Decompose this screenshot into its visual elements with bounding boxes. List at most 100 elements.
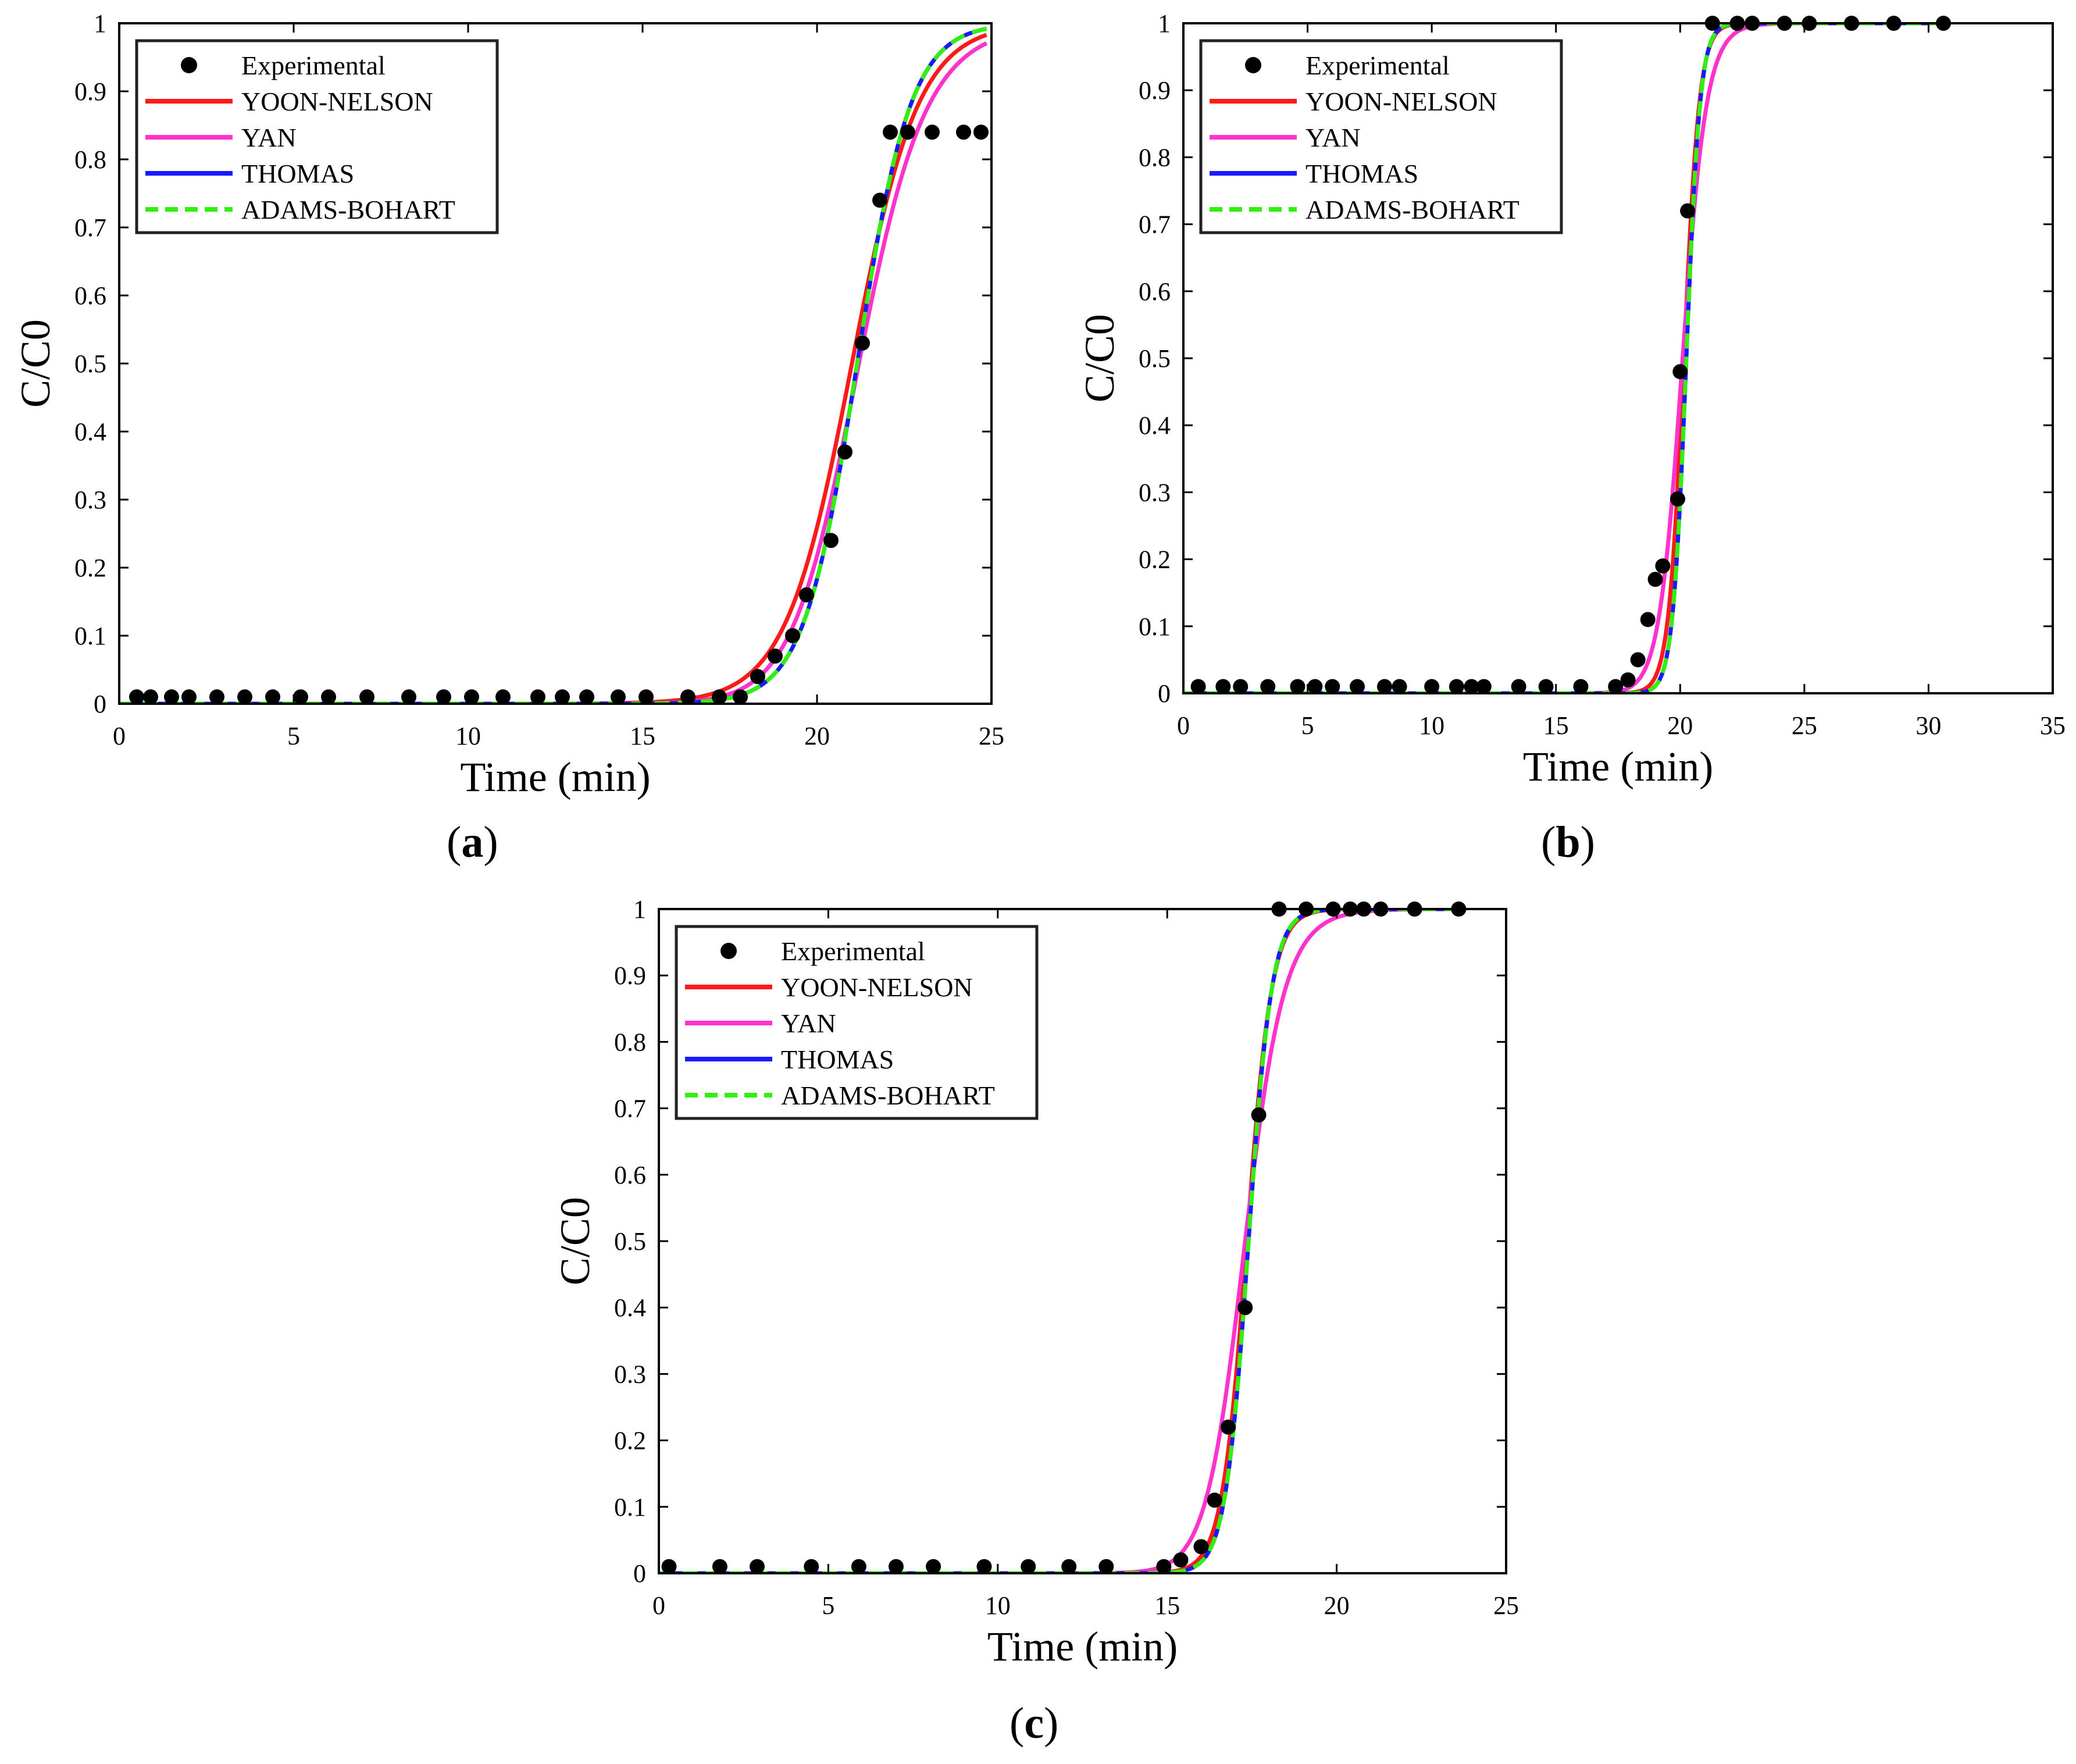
chart-b-y-tick-label: 0.1 [1139,612,1171,641]
chart-a-y-tick-label: 0.7 [74,213,106,242]
chart-c-x-tick-label: 15 [1154,1591,1180,1620]
chart-a-data-point [639,689,654,705]
chart-b-x-tick-label: 10 [1419,711,1444,740]
chart-a-legend-experimental-label: Experimental [241,51,386,80]
chart-b-y-tick-label: 0.8 [1139,143,1171,172]
chart-b-legend-yoon-nelson-label: YOON-NELSON [1305,87,1497,116]
chart-c-x-tick-label: 5 [822,1591,834,1620]
caption-c: (c) [1010,1699,1059,1748]
chart-b-data-point [1376,679,1392,694]
chart-b-data-point [1573,679,1589,694]
chart-b-data-point [1350,679,1365,694]
chart-a: 0 5 10 15 20 25 0 0.1 0.2 0.3 0.4 0.5 0.6 0.7 0.8 0.9 1 T… [12,9,1004,800]
chart-a-data-point [237,689,252,705]
chart-b-data-point [1233,679,1249,694]
chart-c-data-point [976,1559,992,1574]
chart-a-data-point [129,689,144,705]
chart-b-legend-experimental-marker [1245,57,1261,73]
chart-b-y-tick-label: 0.6 [1139,277,1171,306]
chart-a-data-point [733,689,748,705]
chart-b-data-point [1290,679,1305,694]
chart-b-data-point [1464,679,1479,694]
chart-b-y-tick-label: 0.9 [1139,76,1171,105]
chart-a-data-point [579,689,594,705]
chart-a-data-point [785,628,800,643]
chart-a-data-point [265,689,280,705]
chart-a-data-point [925,124,940,140]
caption-b: (b) [1541,818,1595,867]
chart-a-data-point [495,689,511,705]
chart-b-data-point [1655,558,1671,574]
chart-b-data-point [1325,679,1340,694]
chart-a-legend-yan-label: YAN [241,123,297,152]
chart-a-legend-adams-bohart-label: ADAMS-BOHART [241,195,455,224]
caption-a: (a) [447,818,498,867]
chart-b-y-tick-label: 1 [1158,9,1171,38]
chart-c-y-tick-label: 0.9 [614,961,646,990]
chart-c-data-point [851,1559,866,1574]
chart-c-x-tick-label: 25 [1493,1591,1519,1620]
chart-b-legend: Experimental YOON-NELSON YAN THOMAS ADAMS-BO… [1199,39,1563,234]
chart-a-legend: Experimental YOON-NELSON YAN THOMAS ADAMS-BO… [135,39,499,234]
chart-a-data-point [712,689,727,705]
chart-c-data-point [1207,1492,1222,1508]
chart-c-data-point [926,1559,941,1574]
chart-c-data-point [804,1559,819,1574]
chart-c-data-point [1193,1539,1209,1555]
chart-a-data-point [530,689,545,705]
chart-b-x-tick-label: 5 [1301,711,1314,740]
chart-a-data-point [883,124,898,140]
chart-c-data-point [1173,1552,1189,1568]
chart-b-data-point [1511,679,1526,694]
chart-c-legend-experimental-label: Experimental [781,936,925,966]
chart-b-x-tick-label: 30 [1916,711,1941,740]
chart-b-data-point [1608,679,1624,694]
chart-c-y-tick-label: 0 [633,1559,646,1588]
chart-c-legend-experimental-marker [720,943,737,959]
chart-a-y-tick-label: 0.1 [74,622,106,650]
chart-b-y-tick-label: 0.7 [1139,211,1171,239]
chart-b-data-point [1392,679,1407,694]
chart-b-legend-adams-bohart-label: ADAMS-BOHART [1305,195,1519,224]
chart-b-legend-thomas-label: THOMAS [1305,159,1418,188]
chart-c-x-tick-label: 20 [1324,1591,1350,1620]
chart-a-y-tick-label: 0.6 [74,281,106,310]
chart-c-y-tick-label: 0.6 [614,1161,646,1189]
chart-a-data-point [436,689,451,705]
chart-a-y-tick-label: 0.4 [74,418,106,446]
chart-c-data-point [1098,1559,1114,1574]
chart-b-data-point [1538,679,1554,694]
chart-c-data-point [750,1559,765,1574]
chart-b-data-point [1190,679,1206,694]
chart-b-data-point [1640,612,1656,628]
chart-b-y-tick-label: 0.5 [1139,344,1171,373]
chart-c-data-point [888,1559,904,1574]
chart-b-x-axis-label: Time (min) [1523,743,1713,790]
chart-b-x-tick-label: 25 [1792,711,1817,740]
chart-c-y-tick-label: 0.5 [614,1227,646,1256]
chart-a-x-axis-label: Time (min) [460,754,650,800]
chart-a-y-tick-label: 0.2 [74,554,106,582]
chart-c-data-point [1237,1300,1253,1316]
chart-b-data-point [1630,652,1646,668]
chart-a-data-point [823,533,839,548]
chart-a-data-point [837,444,852,460]
chart-c-data-point [1061,1559,1077,1574]
caption-c-letter: c [1024,1699,1044,1748]
chart-a-y-tick-label: 1 [94,9,106,38]
chart-b-data-point [1672,364,1688,380]
chart-a-legend-experimental-marker [181,57,197,73]
chart-a-data-point [359,689,374,705]
chart-b-x-tick-label: 15 [1543,711,1569,740]
chart-c: 0 5 10 15 20 25 0 0.1 0.2 0.3 0.4 0.5 0.6 0.7 0.8 0.9 1 T… [552,895,1519,1670]
chart-c-y-axis-label: C/C0 [552,1197,598,1285]
chart-c-data-point [1251,1107,1267,1123]
chart-c-y-tick-label: 0.4 [614,1293,646,1322]
chart-b-y-axis-label: C/C0 [1076,314,1123,402]
chart-a-data-point [956,124,971,140]
chart-c-data-point [1221,1419,1236,1435]
chart-a-data-point [799,587,814,603]
chart-a-y-tick-label: 0.3 [74,486,106,514]
chart-a-data-point [750,669,765,685]
chart-a-data-point [401,689,416,705]
